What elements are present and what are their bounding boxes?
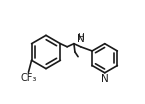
Text: N: N — [77, 34, 84, 44]
Text: CF₃: CF₃ — [20, 73, 37, 83]
Text: N: N — [101, 74, 109, 84]
Text: H: H — [77, 33, 84, 42]
